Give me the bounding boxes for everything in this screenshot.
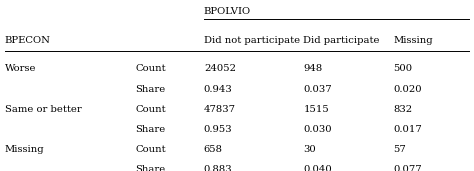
Text: 0.040: 0.040 — [303, 165, 332, 171]
Text: 0.020: 0.020 — [393, 84, 422, 94]
Text: 0.883: 0.883 — [204, 165, 232, 171]
Text: Count: Count — [135, 105, 166, 114]
Text: Share: Share — [135, 84, 165, 94]
Text: 0.017: 0.017 — [393, 125, 422, 134]
Text: Worse: Worse — [5, 64, 36, 73]
Text: 0.953: 0.953 — [204, 125, 232, 134]
Text: 57: 57 — [393, 145, 406, 154]
Text: 948: 948 — [303, 64, 323, 73]
Text: BPOLVIO: BPOLVIO — [204, 7, 251, 16]
Text: Missing: Missing — [393, 36, 433, 45]
Text: Did participate: Did participate — [303, 36, 380, 45]
Text: 658: 658 — [204, 145, 223, 154]
Text: 30: 30 — [303, 145, 316, 154]
Text: 1515: 1515 — [303, 105, 329, 114]
Text: 0.037: 0.037 — [303, 84, 332, 94]
Text: 0.030: 0.030 — [303, 125, 332, 134]
Text: 0.943: 0.943 — [204, 84, 233, 94]
Text: 500: 500 — [393, 64, 412, 73]
Text: 47837: 47837 — [204, 105, 236, 114]
Text: Did not participate: Did not participate — [204, 36, 300, 45]
Text: Share: Share — [135, 165, 165, 171]
Text: Count: Count — [135, 64, 166, 73]
Text: BPECON: BPECON — [5, 36, 51, 45]
Text: Share: Share — [135, 125, 165, 134]
Text: 24052: 24052 — [204, 64, 236, 73]
Text: 0.077: 0.077 — [393, 165, 422, 171]
Text: 832: 832 — [393, 105, 412, 114]
Text: Count: Count — [135, 145, 166, 154]
Text: Missing: Missing — [5, 145, 45, 154]
Text: Same or better: Same or better — [5, 105, 82, 114]
